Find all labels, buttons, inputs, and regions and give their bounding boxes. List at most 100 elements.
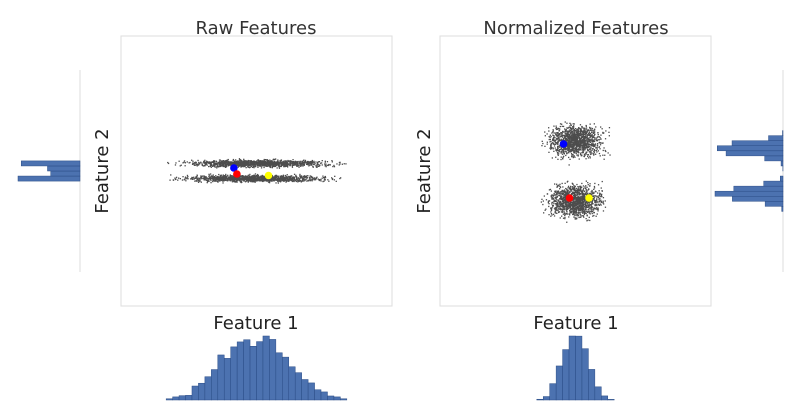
- scatter-point: [202, 164, 204, 167]
- scatter-point: [219, 161, 221, 164]
- scatter-point: [278, 163, 280, 165]
- scatter-point: [578, 145, 580, 147]
- scatter-point: [598, 195, 601, 197]
- scatter-point: [281, 177, 283, 179]
- scatter-point: [280, 159, 283, 161]
- scatter-point: [569, 146, 571, 148]
- scatter-point: [247, 181, 249, 183]
- scatter-point: [546, 143, 548, 145]
- scatter-point: [301, 180, 303, 182]
- scatter-point: [279, 180, 281, 183]
- scatter-point: [303, 180, 305, 182]
- scatter-point: [305, 175, 307, 178]
- scatter-point: [590, 193, 593, 195]
- scatter-point: [213, 176, 216, 178]
- scatter-point: [304, 159, 307, 162]
- scatter-point: [308, 176, 311, 179]
- scatter-point: [309, 175, 311, 177]
- scatter-point: [608, 127, 611, 129]
- scatter-point: [241, 175, 244, 177]
- scatter-point: [274, 165, 276, 167]
- scatter-point: [286, 177, 288, 180]
- scatter-point: [583, 208, 585, 210]
- scatter-point: [592, 198, 594, 200]
- scatter-point: [573, 193, 575, 195]
- scatter-point: [588, 143, 590, 146]
- scatter-point: [588, 131, 590, 133]
- scatter-point: [295, 174, 297, 176]
- scatter-point: [593, 131, 596, 133]
- scatter-point: [564, 216, 566, 218]
- scatter-point: [562, 193, 564, 195]
- scatter-point: [201, 163, 203, 166]
- scatter-point: [232, 178, 234, 180]
- scatter-point: [567, 148, 570, 151]
- scatter-point: [309, 164, 311, 166]
- scatter-point: [563, 131, 565, 133]
- scatter-point: [566, 144, 568, 147]
- scatter-point: [573, 129, 576, 132]
- scatter-point: [246, 178, 248, 181]
- scatter-point: [283, 180, 285, 182]
- scatter-point: [216, 164, 218, 166]
- scatter-point: [279, 161, 282, 163]
- scatter-point: [567, 206, 569, 208]
- scatter-point: [582, 150, 584, 153]
- scatter-point: [582, 142, 584, 144]
- scatter-point: [591, 148, 593, 150]
- scatter-point: [279, 165, 281, 168]
- scatter-point: [563, 134, 566, 137]
- scatter-point: [247, 160, 249, 163]
- scatter-point: [302, 165, 304, 167]
- scatter-point: [254, 163, 257, 165]
- scatter-point: [207, 161, 210, 163]
- scatter-point: [562, 125, 565, 128]
- scatter-point: [291, 162, 293, 165]
- scatter-point: [345, 163, 347, 165]
- scatter-point: [564, 195, 566, 197]
- scatter-point: [559, 183, 561, 185]
- scatter-point: [568, 191, 571, 193]
- scatter-point: [261, 162, 263, 164]
- scatter-point: [220, 165, 222, 167]
- scatter-point: [592, 136, 595, 139]
- scatter-point: [222, 160, 225, 162]
- scatter-point: [586, 148, 589, 151]
- scatter-point: [573, 202, 575, 204]
- scatter-point: [295, 161, 297, 163]
- scatter-point: [305, 176, 307, 178]
- scatter-point: [585, 218, 587, 220]
- scatter-point: [547, 200, 550, 202]
- scatter-point: [213, 163, 215, 165]
- scatter-point: [218, 176, 220, 178]
- scatter-point: [582, 148, 584, 150]
- scatter-point: [561, 211, 563, 213]
- scatter-point: [184, 176, 187, 178]
- scatter-point: [273, 163, 275, 165]
- scatter-point: [282, 162, 285, 164]
- scatter-point: [283, 177, 286, 179]
- scatter-point: [199, 180, 201, 183]
- scatter-point: [256, 178, 258, 180]
- scatter-point: [600, 187, 602, 189]
- scatter-point: [568, 147, 571, 150]
- scatter-point: [572, 189, 574, 191]
- scatter-point: [552, 198, 554, 200]
- scatter-point: [594, 128, 596, 130]
- scatter-point: [566, 143, 569, 145]
- scatter-point: [273, 165, 275, 168]
- scatter-point: [568, 149, 570, 151]
- scatter-point: [576, 148, 578, 150]
- scatter-point: [548, 203, 550, 205]
- scatter-point: [568, 142, 570, 144]
- scatter-point: [585, 125, 587, 127]
- scatter-point: [217, 177, 219, 179]
- scatter-point: [596, 201, 598, 203]
- scatter-point: [287, 180, 289, 182]
- scatter-point: [184, 177, 186, 179]
- scatter-point: [217, 179, 219, 181]
- scatter-point: [274, 179, 276, 181]
- scatter-point: [230, 176, 232, 178]
- scatter-point: [560, 135, 562, 138]
- scatter-point: [291, 179, 293, 182]
